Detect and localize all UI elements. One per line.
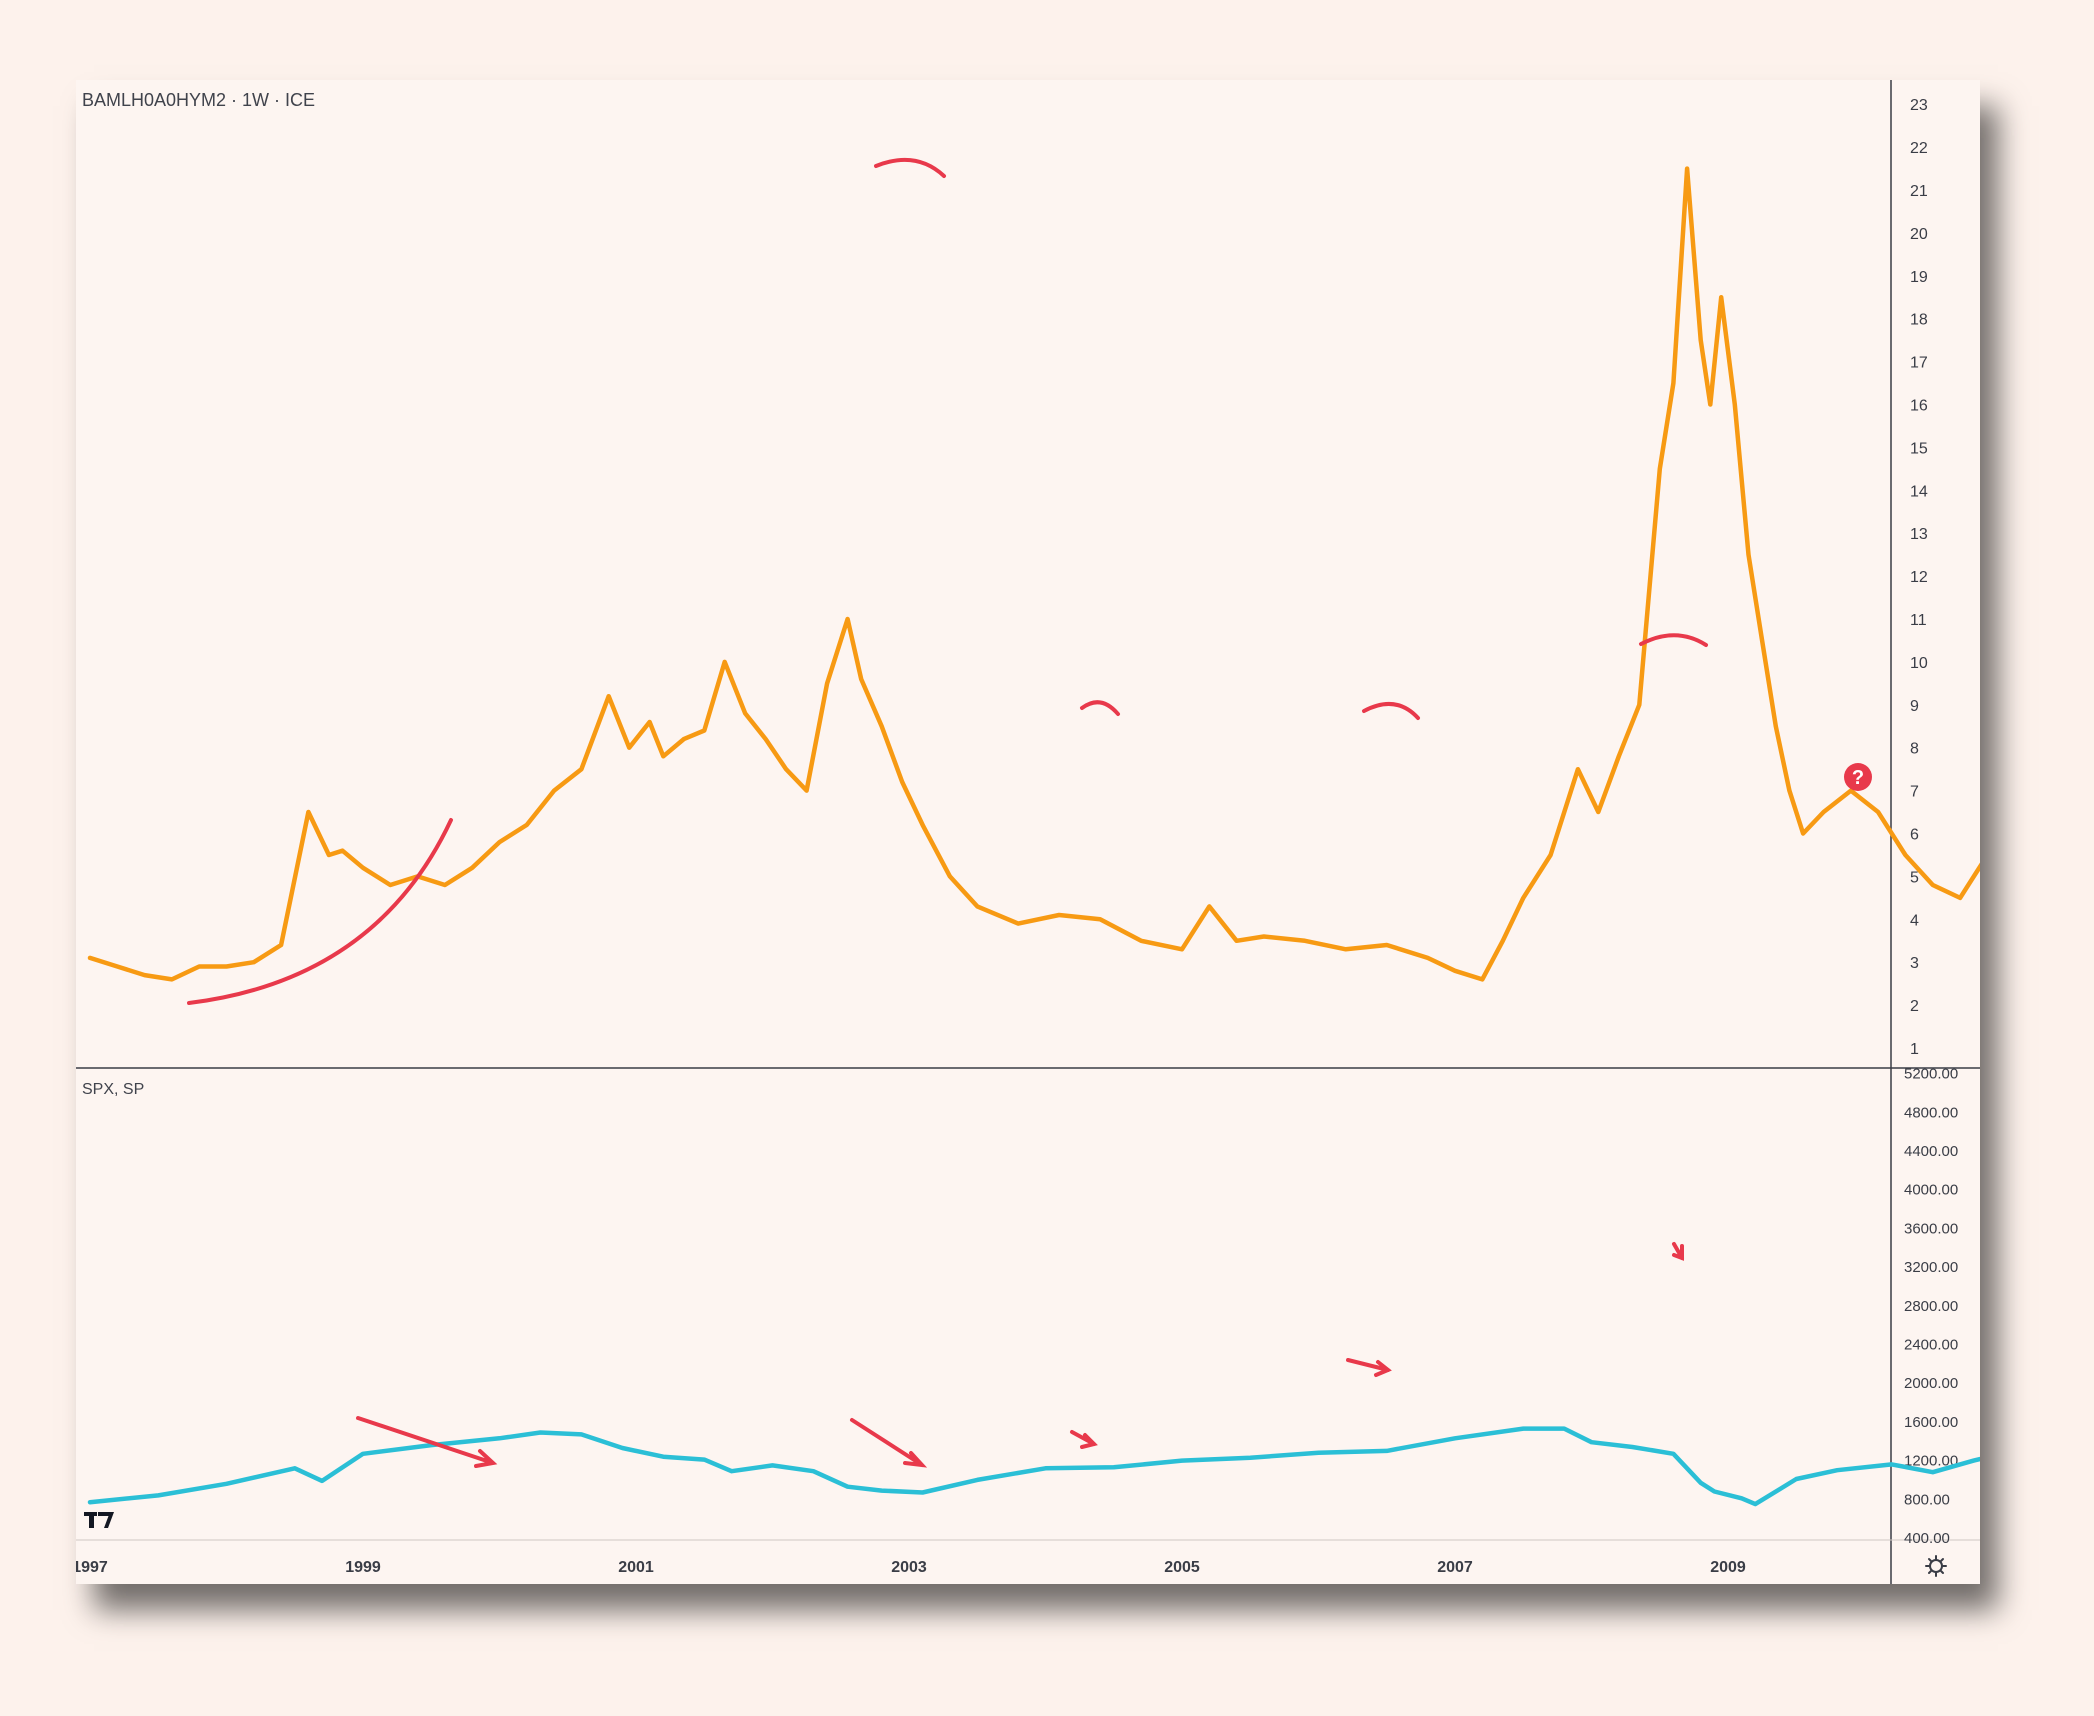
- spread-y-tick-label: 9: [1910, 698, 1919, 715]
- peak-arc-2011: [1080, 700, 1120, 716]
- spread-y-tick-label: 22: [1910, 140, 1928, 157]
- spread-y-tick-label: 19: [1910, 269, 1928, 286]
- spread-y-tick-label: 16: [1910, 398, 1928, 415]
- peak-arc-2008: [874, 158, 946, 178]
- bottom-pane-title: SPX, SP: [82, 1081, 144, 1098]
- spread-y-tick-label: 5: [1910, 869, 1919, 886]
- drawing-annotations: [187, 158, 1708, 1468]
- spread-y-tick-label: 23: [1910, 97, 1928, 114]
- spread-y-tick-label: 7: [1910, 784, 1919, 801]
- spread-y-tick-label: 6: [1910, 827, 1919, 844]
- spread-y-tick-label: 12: [1910, 569, 1928, 586]
- spx-y-tick-label: 4800.00: [1904, 1104, 1958, 1121]
- trend-arrow-2011: [1070, 1430, 1098, 1449]
- trend-arrow-2015: [1346, 1358, 1392, 1377]
- spread-y-tick-label: 10: [1910, 655, 1928, 672]
- spx-y-tick-label: 4000.00: [1904, 1182, 1958, 1199]
- spread-y-tick-label: 13: [1910, 526, 1928, 543]
- spx-y-tick-label: 4400.00: [1904, 1143, 1958, 1160]
- spx-y-tick-label: 2800.00: [1904, 1298, 1958, 1315]
- time-tick-label: 1997: [76, 1559, 108, 1576]
- spx-y-tick-label: 2000.00: [1904, 1375, 1958, 1392]
- spx-y-tick-label: 400.00: [1904, 1530, 1950, 1547]
- top-pane-title: BAMLH0A0HYM2 · 1W · ICE: [82, 90, 315, 110]
- spread-y-tick-label: 20: [1910, 226, 1928, 243]
- spx-y-tick-label: 3200.00: [1904, 1259, 1958, 1276]
- time-tick-label: 2005: [1164, 1559, 1200, 1576]
- time-tick-label: 2003: [891, 1559, 927, 1576]
- question-icon: ?: [1844, 763, 1872, 791]
- spx-y-tick-label: 1200.00: [1904, 1453, 1958, 1470]
- spx-y-axis[interactable]: 400.00 800.00 1200.00 1600.00 2000.00 2400.00…: [1904, 1066, 1958, 1547]
- spread-y-tick-label: 17: [1910, 355, 1928, 372]
- spread-y-tick-label: 18: [1910, 312, 1928, 329]
- spx-y-tick-label: 5200.00: [1904, 1066, 1958, 1083]
- spread-y-tick-label: 14: [1910, 483, 1928, 500]
- spread-y-tick-label: 1: [1910, 1041, 1919, 1058]
- time-tick-label: 2001: [618, 1559, 654, 1576]
- spx-series-line: [87, 1426, 1980, 1507]
- trend-arrow-2020: [1672, 1242, 1684, 1261]
- spx-y-tick-label: 3600.00: [1904, 1220, 1958, 1237]
- spread-y-tick-label: 8: [1910, 741, 1919, 758]
- time-tick-label: 2007: [1437, 1559, 1473, 1576]
- time-tick-label: 2009: [1710, 1559, 1746, 1576]
- time-axis[interactable]: 1997199920012003200520072009201120132015…: [76, 1559, 1980, 1576]
- spread-y-tick-label: 3: [1910, 955, 1919, 972]
- spx-y-tick-label: 1600.00: [1904, 1414, 1958, 1431]
- chart-canvas[interactable]: BAMLH0A0HYM2 · 1W · ICE SPX, SP 12345678…: [76, 80, 1980, 1584]
- peak-arc-2020: [1639, 633, 1708, 647]
- spread-y-tick-label: 21: [1910, 183, 1928, 200]
- spread-series-line: [87, 166, 1980, 982]
- trend-arrow-2001: [356, 1416, 498, 1468]
- gear-icon[interactable]: [1925, 1555, 1947, 1577]
- spread-y-tick-label: 11: [1910, 612, 1927, 629]
- spread-y-tick-label: 2: [1910, 998, 1919, 1015]
- trend-arrow-2008: [850, 1418, 928, 1468]
- spx-y-tick-label: 800.00: [1904, 1491, 1950, 1508]
- spread-y-tick-label: 15: [1910, 440, 1928, 457]
- svg-text:?: ?: [1852, 767, 1864, 789]
- tradingview-logo-icon[interactable]: [84, 1512, 114, 1528]
- spread-y-tick-label: 4: [1910, 912, 1919, 929]
- spx-y-tick-label: 2400.00: [1904, 1337, 1958, 1354]
- rising-arc-annotation: [187, 818, 453, 1005]
- time-tick-label: 1999: [345, 1559, 381, 1576]
- peak-arc-2016: [1362, 701, 1420, 720]
- chart-frame: [76, 80, 1980, 1584]
